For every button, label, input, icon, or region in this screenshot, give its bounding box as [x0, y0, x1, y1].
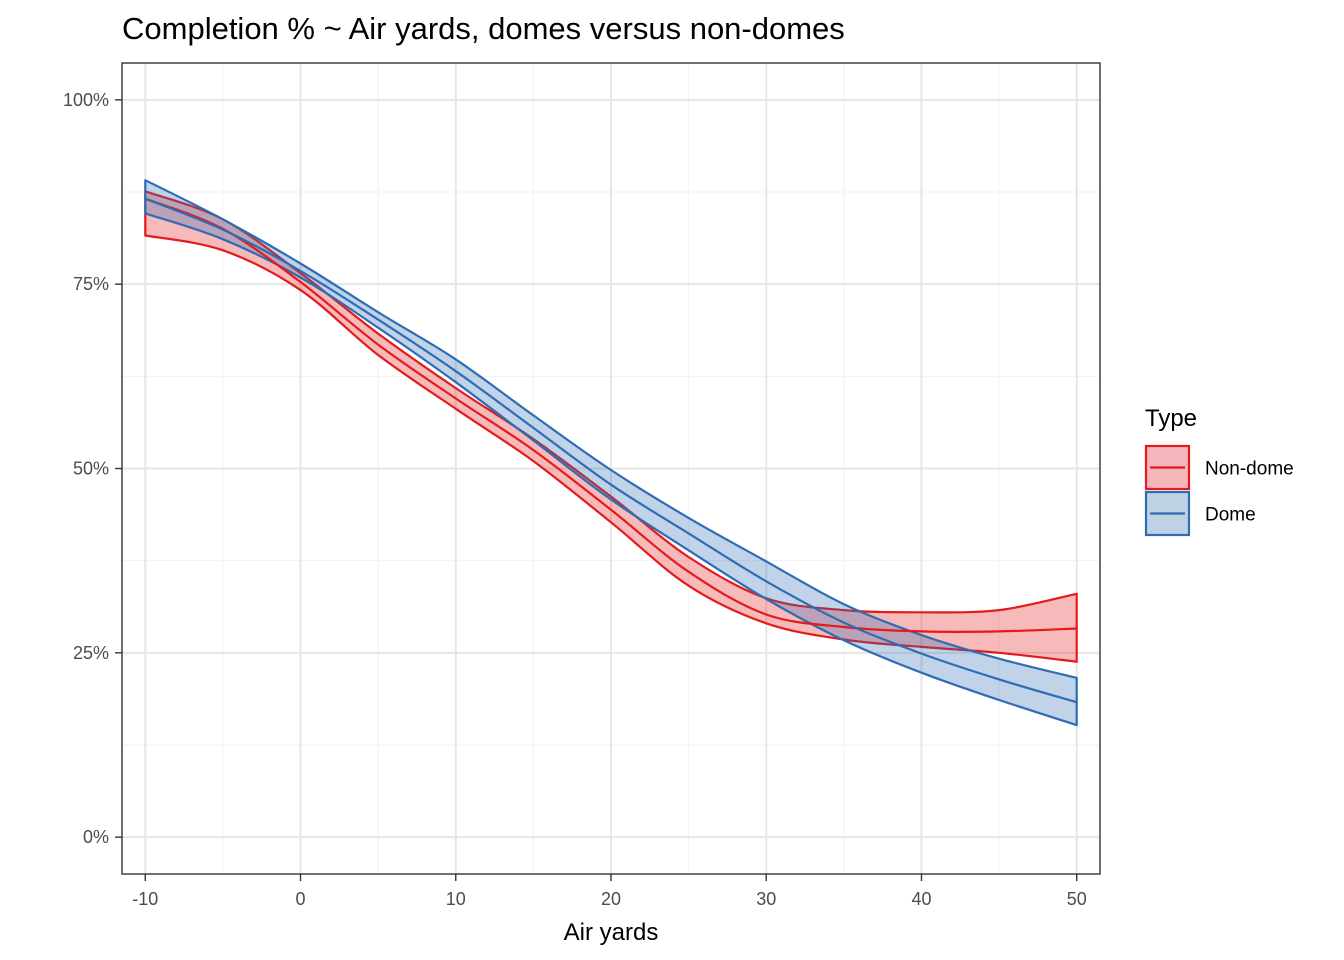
y-tick-label: 75%	[73, 274, 109, 294]
x-tick-label: 30	[756, 889, 776, 909]
axes: -10 0 10 20 30 40 50 0% 25% 50% 75% 100%	[63, 90, 1087, 909]
chart-title: Completion % ~ Air yards, domes versus n…	[122, 11, 845, 46]
x-tick-label: 10	[446, 889, 466, 909]
x-tick-label: -10	[132, 889, 158, 909]
legend-label-non-dome: Non-dome	[1205, 459, 1294, 480]
y-tick-label: 100%	[63, 90, 109, 110]
y-tick-label: 0%	[83, 827, 109, 847]
y-tick-label: 25%	[73, 643, 109, 663]
grid-lines	[122, 63, 1100, 874]
fit-line-dome	[144, 197, 1078, 704]
x-tick-label: 0	[296, 889, 306, 909]
x-axis-title: Air yards	[564, 919, 659, 946]
plot-data	[144, 179, 1078, 727]
x-tick-label: 40	[911, 889, 931, 909]
legend-label-dome: Dome	[1205, 505, 1256, 526]
x-tick-label: 20	[601, 889, 621, 909]
y-tick-label: 50%	[73, 459, 109, 479]
legend: Type Non-dome Dome	[1144, 405, 1294, 537]
ribbon-dome	[144, 179, 1078, 727]
legend-title: Type	[1145, 405, 1197, 432]
fit-line-non-dome	[144, 197, 1077, 633]
x-tick-label: 50	[1067, 889, 1087, 909]
